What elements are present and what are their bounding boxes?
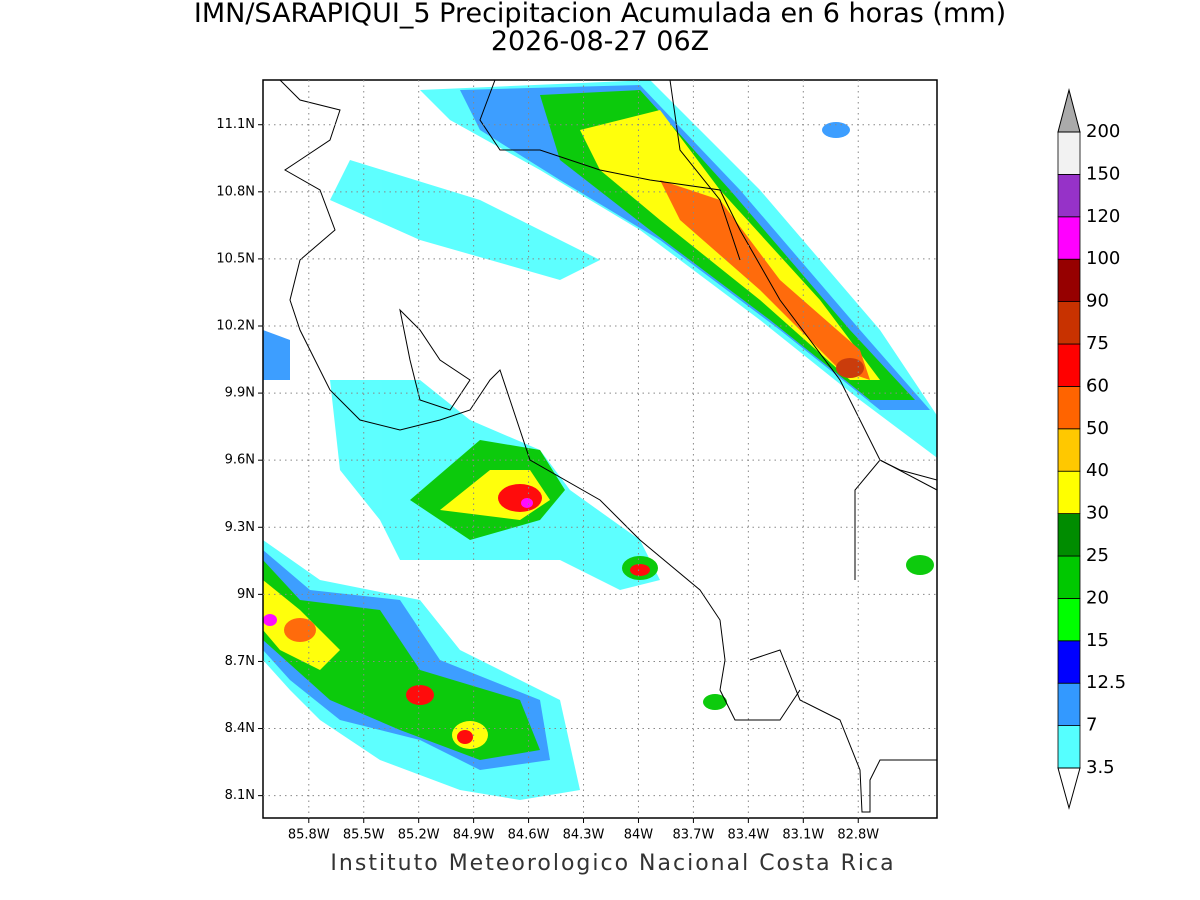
lat-label: 8.4N bbox=[225, 721, 255, 736]
colorbar-label: 120 bbox=[1086, 206, 1120, 227]
colorbar-label: 150 bbox=[1086, 163, 1120, 184]
colorbar-box bbox=[1057, 470, 1081, 515]
colorbar-label: 12.5 bbox=[1086, 672, 1126, 693]
lon-label: 84.9W bbox=[453, 828, 495, 843]
colorbar-box bbox=[1057, 640, 1081, 684]
lat-label: 10.8N bbox=[216, 184, 255, 199]
lon-label: 84.6W bbox=[508, 828, 550, 843]
colorbar-box bbox=[1057, 385, 1081, 430]
colorbar-under bbox=[1057, 767, 1081, 810]
colorbar-label: 25 bbox=[1086, 545, 1109, 566]
colorbar-box bbox=[1057, 725, 1081, 769]
colorbar-label: 30 bbox=[1086, 503, 1109, 524]
lon-label: 84W bbox=[624, 828, 654, 843]
title: IMN/SARAPIQUI_5 Precipitacion Acumulada … bbox=[194, 0, 1006, 29]
colorbar-label: 40 bbox=[1086, 460, 1109, 481]
colorbar-label: 60 bbox=[1086, 375, 1109, 396]
lon-label: 84.3W bbox=[563, 828, 605, 843]
lat-label: 8.7N bbox=[225, 654, 255, 669]
lon-label: 85.5W bbox=[343, 828, 385, 843]
colorbar-label: 100 bbox=[1086, 248, 1120, 269]
colorbar-over bbox=[1057, 88, 1081, 133]
colorbar-box bbox=[1057, 216, 1081, 260]
colorbar-label: 7 bbox=[1086, 715, 1097, 736]
lon-label: 83.4W bbox=[727, 828, 769, 843]
lat-label: 9.9N bbox=[225, 386, 255, 401]
footer: Instituto Meteorologico Nacional Costa R… bbox=[330, 851, 895, 876]
colorbar-label: 200 bbox=[1086, 121, 1120, 142]
lon-label: 83.1W bbox=[782, 828, 824, 843]
colorbar-label: 3.5 bbox=[1086, 757, 1115, 778]
colorbar-box bbox=[1057, 555, 1081, 599]
subtitle: 2026-08-27 06Z bbox=[491, 26, 709, 57]
lon-label: 83.7W bbox=[673, 828, 715, 843]
lat-label: 11.1N bbox=[216, 117, 255, 132]
lon-label: 85.2W bbox=[398, 828, 440, 843]
lat-label: 10.2N bbox=[216, 319, 255, 334]
colorbar-box bbox=[1057, 343, 1081, 387]
colorbar-label: 20 bbox=[1086, 587, 1109, 608]
lat-label: 9.3N bbox=[225, 520, 255, 535]
colorbar-label: 15 bbox=[1086, 630, 1109, 651]
colorbar-box bbox=[1057, 682, 1081, 727]
lon-label: 85.8W bbox=[288, 828, 330, 843]
lat-label: 8.1N bbox=[225, 788, 255, 803]
colorbar-label: 50 bbox=[1086, 418, 1109, 439]
lon-label: 82.8W bbox=[837, 828, 879, 843]
lat-label: 9N bbox=[237, 587, 255, 602]
colorbar-box bbox=[1057, 513, 1081, 557]
colorbar-label: 75 bbox=[1086, 333, 1109, 354]
colorbar-box bbox=[1057, 428, 1081, 472]
colorbar-box bbox=[1057, 258, 1081, 303]
lat-label: 10.5N bbox=[216, 251, 255, 266]
colorbar-box bbox=[1057, 131, 1081, 175]
colorbar-label: 90 bbox=[1086, 291, 1109, 312]
map-frame bbox=[262, 79, 938, 819]
colorbar-box bbox=[1057, 173, 1081, 218]
colorbar-box bbox=[1057, 598, 1081, 642]
colorbar-box bbox=[1057, 301, 1081, 345]
precip-field bbox=[263, 80, 937, 813]
lat-label: 9.6N bbox=[225, 453, 255, 468]
